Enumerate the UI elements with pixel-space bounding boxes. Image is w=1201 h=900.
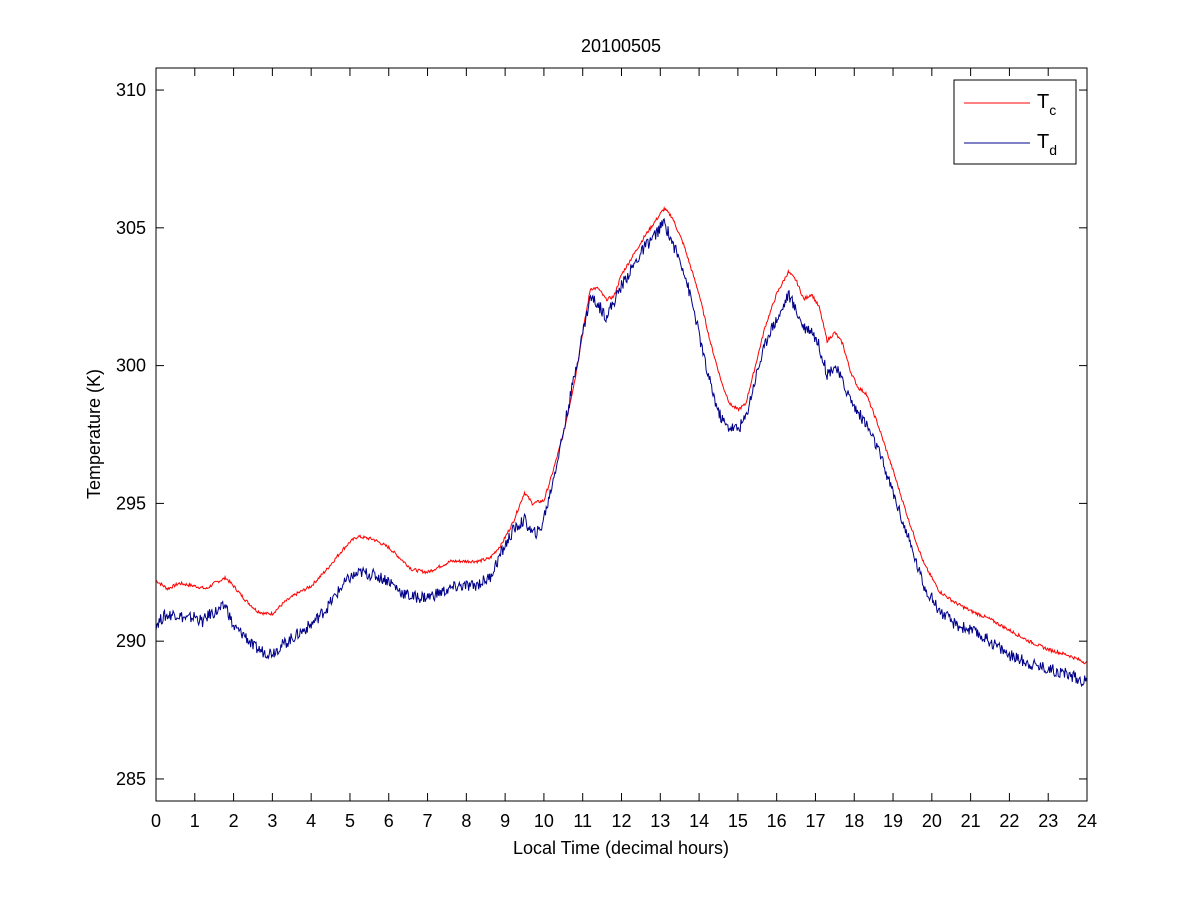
x-tick-label: 21 (961, 811, 981, 831)
x-tick-label: 6 (384, 811, 394, 831)
x-tick-label: 11 (573, 811, 592, 831)
x-axis-label: Local Time (decimal hours) (513, 838, 729, 858)
y-tick-label: 310 (116, 80, 146, 100)
legend-label-td: Td (1037, 131, 1057, 158)
x-tick-label: 1 (190, 811, 200, 831)
x-tick-label: 4 (306, 811, 316, 831)
x-tick-label: 18 (844, 811, 864, 831)
legend-label-td-main: T (1037, 131, 1049, 153)
legend-label-tc: Tc (1037, 91, 1056, 118)
chart-title: 20100505 (581, 36, 661, 56)
x-tick-label: 19 (883, 811, 903, 831)
x-tick-label: 3 (267, 811, 277, 831)
x-tick-label: 5 (345, 811, 355, 831)
series-line-t-d (155, 218, 1088, 688)
x-tick-label: 13 (650, 811, 670, 831)
series-layer (155, 205, 1088, 688)
x-tick-label: 22 (999, 811, 1019, 831)
x-tick-label: 16 (767, 811, 787, 831)
y-axis-label: Temperature (K) (84, 369, 104, 499)
y-axis-ticks: 285 290 295 300 305 310 (116, 80, 1087, 789)
legend-label-tc-main: T (1037, 91, 1049, 113)
y-tick-label: 305 (116, 218, 146, 238)
y-tick-label: 285 (116, 769, 146, 789)
y-tick-label: 290 (116, 631, 146, 651)
x-tick-label: 24 (1077, 811, 1097, 831)
x-tick-label: 15 (728, 811, 748, 831)
y-tick-label: 295 (116, 493, 146, 513)
plot-area (156, 68, 1087, 801)
x-tick-label: 17 (805, 811, 825, 831)
legend-label-tc-sub: c (1049, 102, 1056, 118)
x-tick-label: 8 (461, 811, 471, 831)
x-tick-label: 9 (500, 811, 510, 831)
x-tick-label: 0 (151, 811, 161, 831)
legend: Tc Td (953, 79, 1077, 165)
x-tick-label: 12 (611, 811, 631, 831)
x-tick-label: 2 (229, 811, 239, 831)
x-tick-label: 7 (423, 811, 433, 831)
x-tick-label: 10 (534, 811, 554, 831)
x-axis-ticks: 0 1 2 3 4 5 6 7 8 9 10 11 12 13 14 15 16 17 18 19 20 21 22 23 24 (151, 68, 1097, 831)
y-tick-label: 300 (116, 356, 146, 376)
legend-label-td-sub: d (1049, 142, 1057, 158)
legend-box (953, 79, 1077, 165)
x-tick-label: 23 (1038, 811, 1058, 831)
series-line-t-c (155, 205, 1088, 665)
x-tick-label: 14 (689, 811, 709, 831)
x-tick-label: 20 (922, 811, 942, 831)
